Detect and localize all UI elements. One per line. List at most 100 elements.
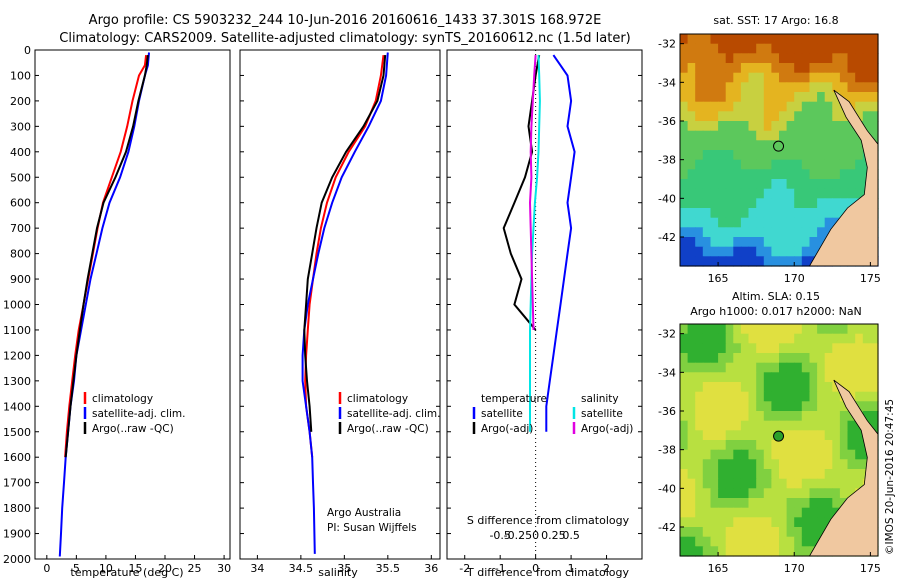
map-cell [718,72,727,83]
map-cell [794,101,803,112]
map-cell [779,53,788,64]
map-cell [862,353,871,364]
map-cell [695,382,704,393]
map-cell [756,420,765,431]
map-cell [725,527,734,538]
map-cell [779,498,788,509]
map-cell [756,507,765,518]
series-line-satellite [529,55,541,432]
map-cell [756,372,765,383]
map-cell [809,343,818,354]
map-cell [832,459,841,470]
map-cell [794,430,803,441]
map-cell [680,536,689,547]
map-cell [870,372,879,383]
map-cell [824,92,833,103]
map-cell [824,198,833,209]
map-cell [824,440,833,451]
map-cell [794,353,803,364]
map-cell [756,449,765,460]
map-cell [779,469,788,480]
map-cell [680,546,689,557]
map-cell [817,130,826,141]
map-cell [733,546,742,557]
x-tick-label: 1 [568,562,575,575]
map-cell [771,227,780,238]
map-cell [702,256,711,267]
map-cell [847,92,856,103]
map-cell [847,324,856,335]
map-cell [695,169,704,180]
map-cell [680,488,689,499]
map-cell [817,63,826,74]
map-cell [832,382,841,393]
map-cell [695,82,704,93]
map-cell [680,459,689,470]
map-cell [748,179,757,190]
map-cell [763,159,772,170]
map-cell [809,353,818,364]
map-cell [763,82,772,93]
map-cell [801,169,810,180]
map-cell [809,198,818,209]
map-cell [824,401,833,412]
map-cell [847,440,856,451]
map-y-tick-label: -40 [658,482,676,495]
map-cell [771,208,780,219]
map-cell [710,179,719,190]
sla-map-title-line-1: Altim. SLA: 0.15 [732,290,820,303]
map-cell [702,53,711,64]
map-cell [680,130,689,141]
map-cell [733,440,742,451]
map-cell [839,353,849,364]
map-cell [687,353,696,364]
map-cell [786,208,795,219]
map-cell [687,130,696,141]
map-cell [740,208,750,219]
map-cell [794,382,803,393]
map-cell [870,401,879,412]
map-cell [733,227,742,238]
map-cell [718,246,727,257]
map-cell [832,188,841,199]
map-cell [740,498,750,509]
map-cell [725,324,734,335]
map-cell [801,391,810,402]
map-cell [801,536,810,547]
map-cell [870,121,879,132]
map-cell [710,53,719,64]
map-cell [839,169,849,180]
map-cell [817,169,826,180]
map-cell [839,72,849,83]
map-cell [733,82,742,93]
map-cell [763,362,772,373]
legend-argo: Argo(..raw -QC) [92,423,174,435]
map-cell [748,227,757,238]
map-cell [702,372,711,383]
map-cell [817,440,826,451]
map-cell [817,527,826,538]
map-cell [801,333,810,344]
map-cell [771,179,780,190]
map-cell [801,517,810,528]
map-cell [763,256,772,267]
map-cell [763,536,772,547]
map-cell [763,34,772,45]
map-cell [771,101,780,112]
map-cell [794,536,803,547]
map-cell [779,488,788,499]
map-cell [702,324,711,335]
map-cell [740,111,750,122]
map-cell [680,217,689,228]
map-cell [771,353,780,364]
map-cell [786,507,795,518]
map-cell [779,449,788,460]
map-cell [855,372,864,383]
map-cell [710,63,719,74]
map-cell [695,179,704,190]
map-cell [855,343,864,354]
map-cell [817,459,826,470]
map-cell [847,34,856,45]
legend-sal-satellite: satellite [581,408,623,420]
map-cell [695,227,704,238]
